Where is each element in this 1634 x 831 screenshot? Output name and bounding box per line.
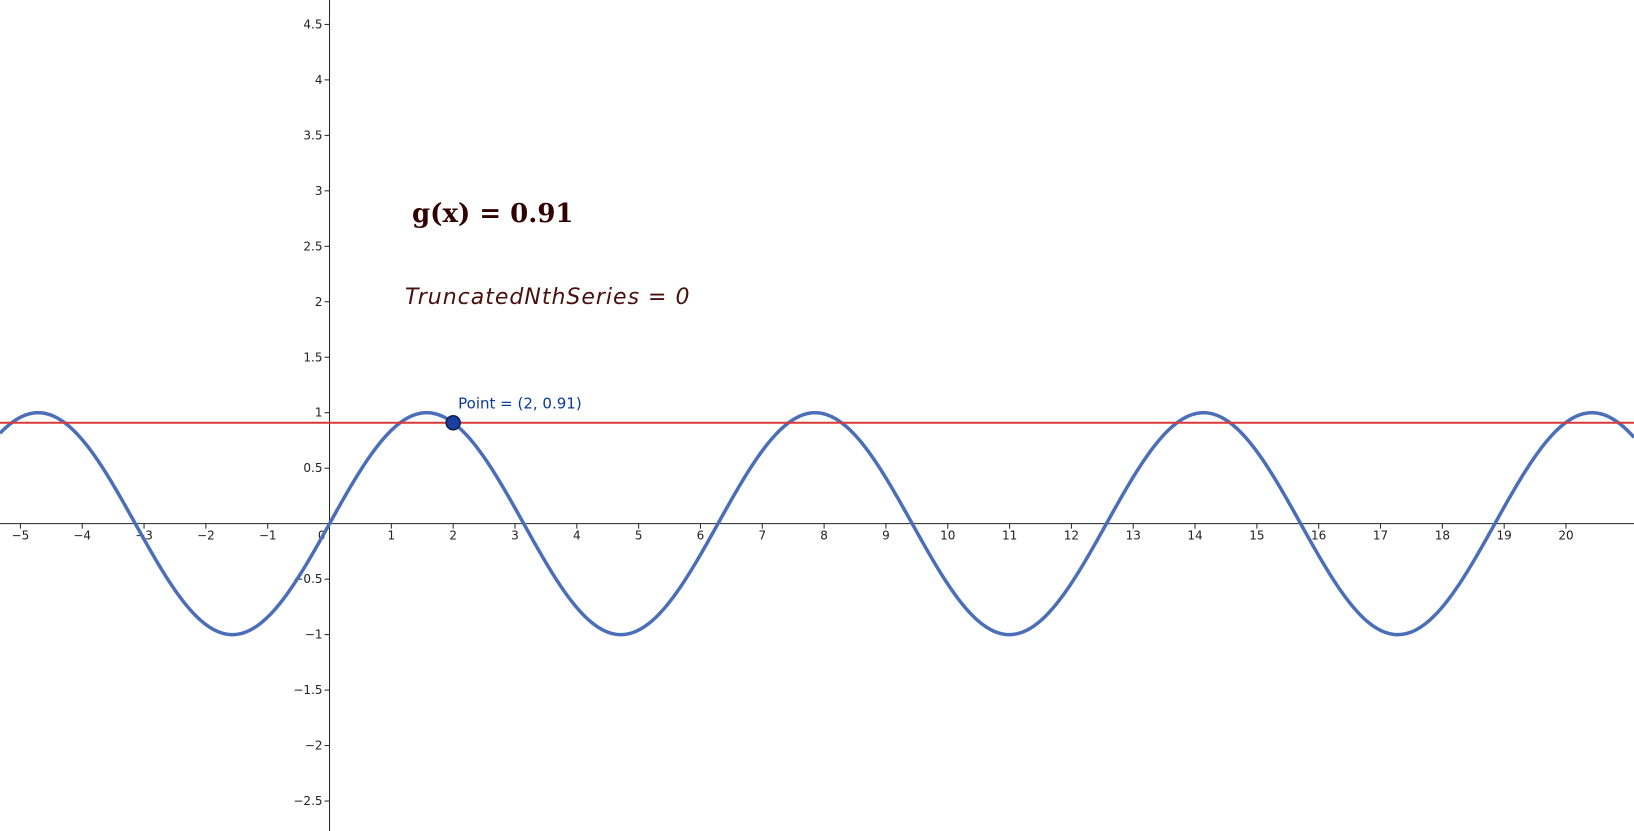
- x-tick-label: −2: [197, 529, 215, 543]
- x-tick-label: 5: [635, 529, 643, 543]
- point-marker[interactable]: [446, 416, 460, 430]
- x-tick-label: −1: [259, 529, 277, 543]
- x-tick-label: 11: [1002, 529, 1017, 543]
- x-tick-label: 12: [1064, 529, 1079, 543]
- x-tick-label: 18: [1435, 529, 1450, 543]
- truncated-series-equation[interactable]: TruncatedNthSeries = 0: [405, 285, 690, 310]
- x-tick-label: 8: [820, 529, 828, 543]
- y-tick-label: 2: [315, 295, 323, 309]
- x-tick-label: 15: [1249, 529, 1264, 543]
- x-tick-label: 13: [1126, 529, 1141, 543]
- x-tick-label: 1: [388, 529, 396, 543]
- y-tick-label: 0.5: [303, 461, 322, 475]
- x-tick-label: 10: [940, 529, 955, 543]
- x-tick-label: 3: [511, 529, 519, 543]
- x-tick-label: 7: [758, 529, 766, 543]
- x-tick-label: 20: [1558, 529, 1573, 543]
- y-tick-label: 1: [315, 406, 323, 420]
- y-tick-label: 4: [315, 73, 323, 87]
- x-tick-label: 16: [1311, 529, 1326, 543]
- y-tick-label: −2.5: [293, 794, 322, 808]
- x-tick-label: 4: [573, 529, 581, 543]
- x-tick-label: 2: [449, 529, 457, 543]
- g-equation[interactable]: g(x) = 0.91: [412, 199, 574, 229]
- y-tick-label: −1: [305, 628, 323, 642]
- x-axis-ticks: −5 −4 −3 −2 −1 0 1 2 3 4 5 6 7 8 9 10 11 12 13 14 15 16 17 18 19…: [12, 524, 1574, 543]
- x-tick-label: 19: [1497, 529, 1512, 543]
- point-label: Point = (2, 0.91): [458, 395, 582, 413]
- y-tick-label: 3: [315, 184, 323, 198]
- x-tick-label: −4: [73, 529, 91, 543]
- y-tick-label: 4.5: [303, 17, 322, 31]
- x-tick-label: 14: [1187, 529, 1202, 543]
- x-tick-label: 9: [882, 529, 890, 543]
- y-tick-label: 3.5: [303, 128, 322, 142]
- y-axis-ticks: −2.5−2−1.5−1−0.50.511.522.533.544.5: [293, 17, 329, 808]
- y-tick-label: −1.5: [293, 683, 322, 697]
- x-tick-label: 6: [697, 529, 705, 543]
- x-tick-label: −5: [12, 529, 30, 543]
- y-tick-label: 1.5: [303, 350, 322, 364]
- y-tick-label: −2: [305, 739, 323, 753]
- y-tick-label: 2.5: [303, 239, 322, 253]
- x-tick-label: 17: [1373, 529, 1388, 543]
